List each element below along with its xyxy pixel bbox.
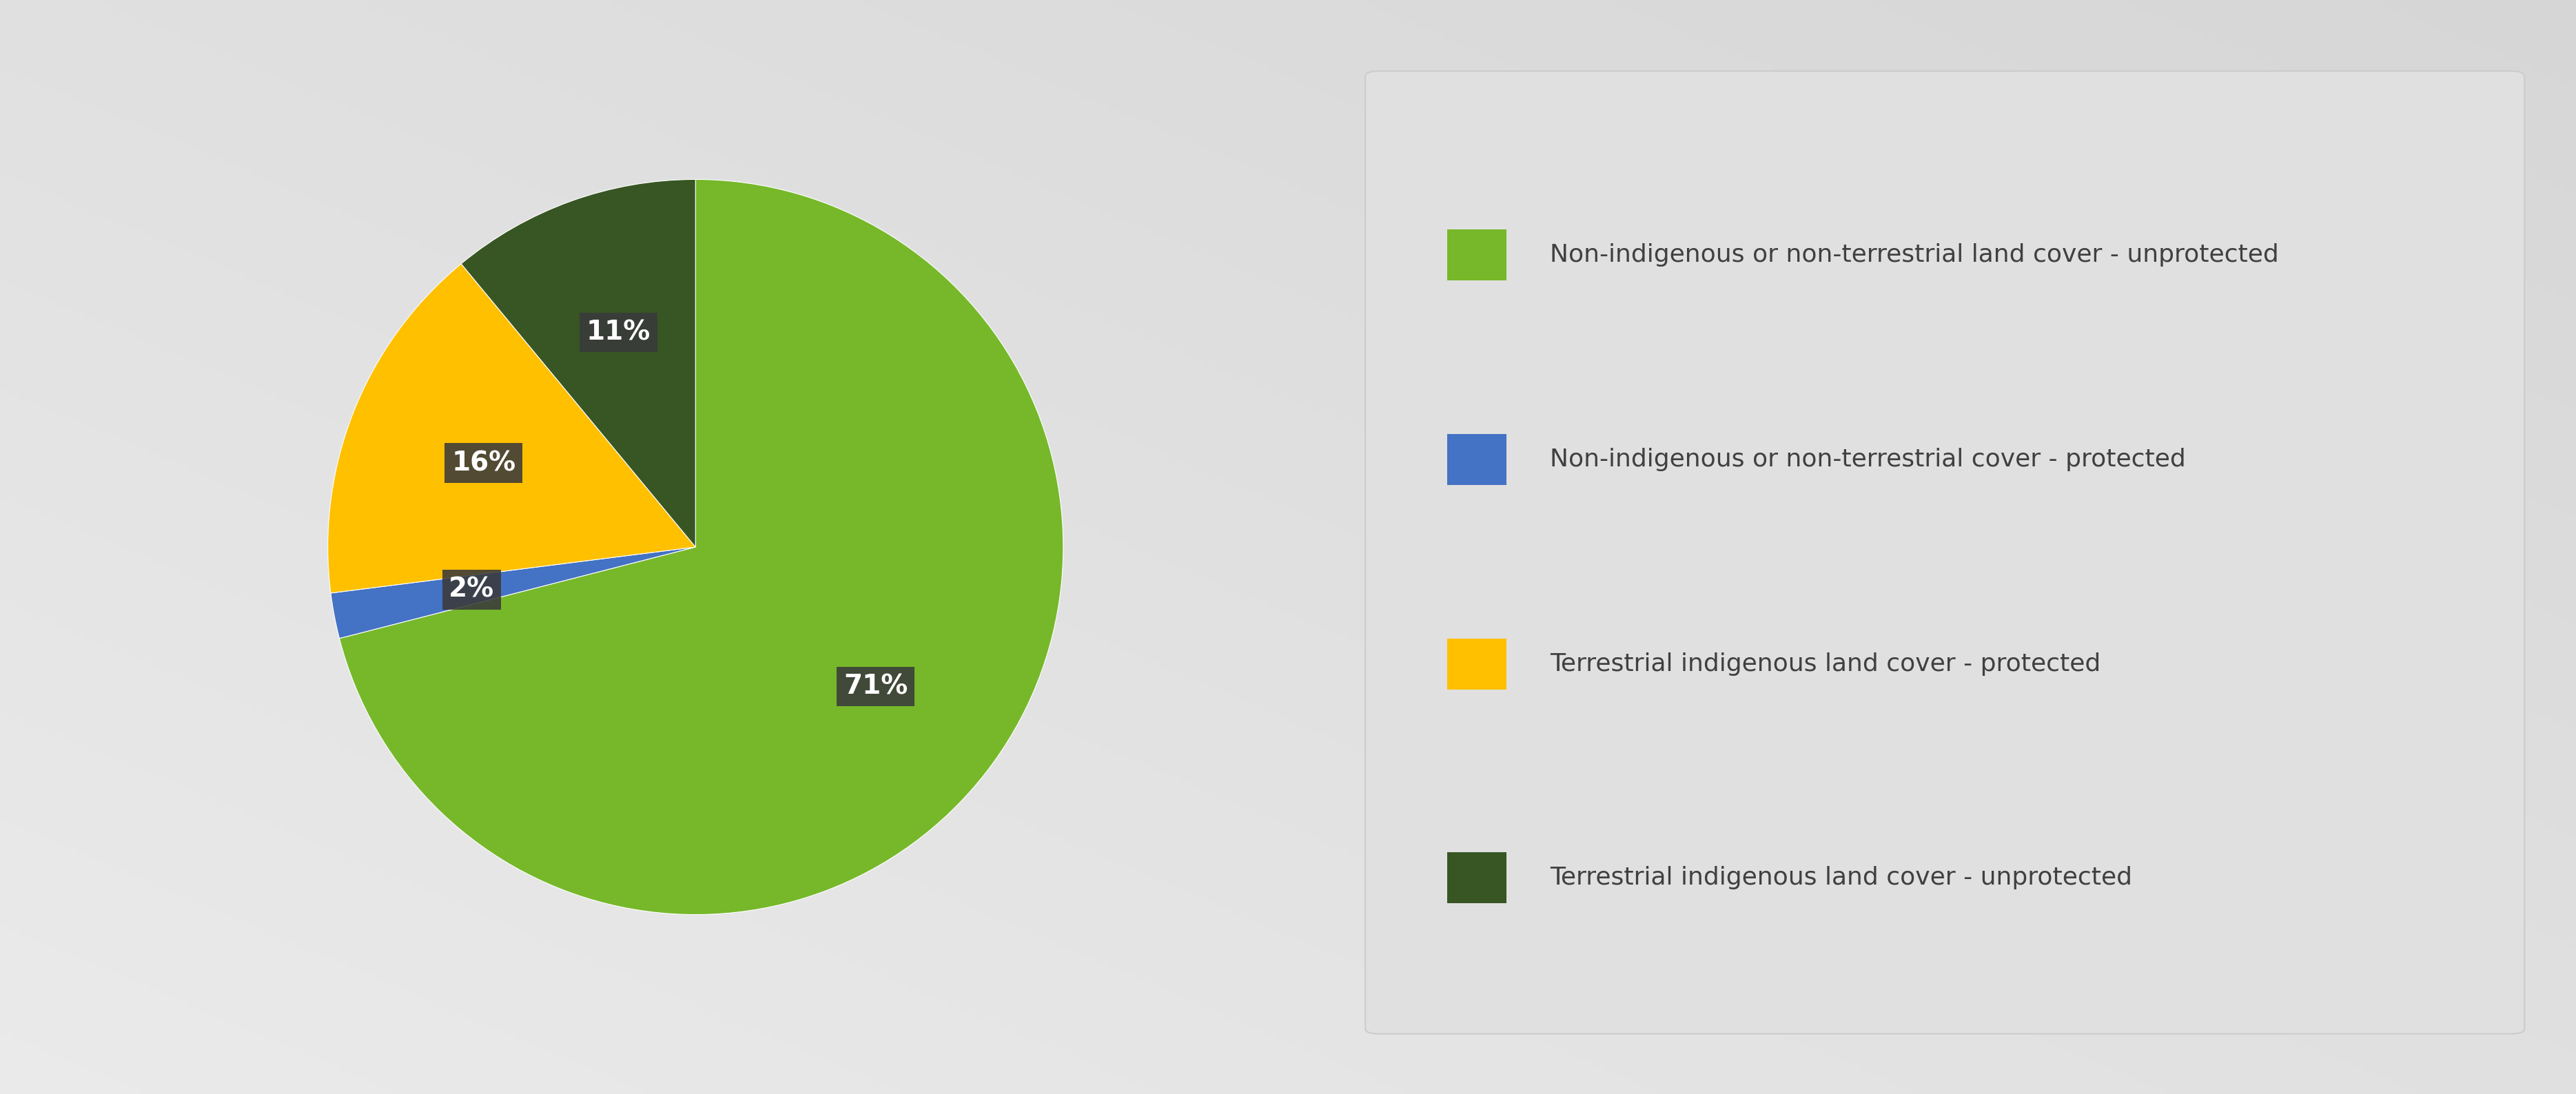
Bar xyxy=(1448,230,1507,280)
Bar xyxy=(1448,434,1507,485)
Wedge shape xyxy=(327,264,696,593)
Bar xyxy=(1448,852,1507,904)
Text: 16%: 16% xyxy=(451,450,515,476)
Text: Terrestrial indigenous land cover - unprotected: Terrestrial indigenous land cover - unpr… xyxy=(1551,866,2133,889)
Text: Non-indigenous or non-terrestrial cover - protected: Non-indigenous or non-terrestrial cover … xyxy=(1551,447,2187,472)
Text: 11%: 11% xyxy=(587,319,649,346)
Bar xyxy=(1448,639,1507,689)
Text: Terrestrial indigenous land cover - protected: Terrestrial indigenous land cover - prot… xyxy=(1551,652,2102,676)
Text: 2%: 2% xyxy=(448,577,495,603)
Wedge shape xyxy=(340,179,1064,915)
Wedge shape xyxy=(461,179,696,547)
Text: Non-indigenous or non-terrestrial land cover - unprotected: Non-indigenous or non-terrestrial land c… xyxy=(1551,243,2280,267)
Wedge shape xyxy=(330,547,696,639)
Text: 71%: 71% xyxy=(842,674,907,700)
